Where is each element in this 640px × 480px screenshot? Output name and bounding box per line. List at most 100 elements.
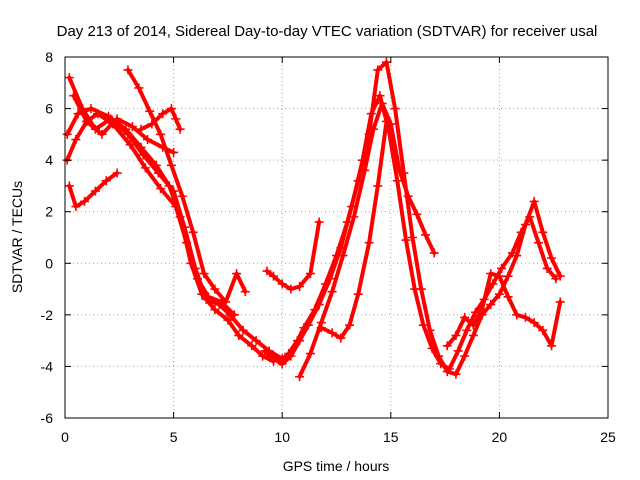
data-point	[145, 106, 155, 116]
data-point	[251, 336, 261, 346]
data-point	[418, 320, 428, 330]
data-point	[134, 83, 144, 93]
data-point	[336, 333, 346, 343]
data-point	[412, 209, 422, 219]
data-point	[62, 129, 72, 139]
data-point	[327, 328, 337, 338]
data-point	[93, 109, 103, 119]
series-trace	[71, 93, 176, 155]
data-point	[147, 119, 157, 129]
series-trace	[67, 171, 120, 209]
data-point	[327, 287, 337, 297]
data-point	[64, 73, 74, 83]
data-point	[153, 168, 163, 178]
series-trace	[65, 111, 237, 317]
data-point	[373, 181, 383, 191]
data-point	[192, 274, 202, 284]
data-point	[223, 315, 233, 325]
data-point	[381, 57, 391, 67]
data-point	[171, 202, 181, 212]
data-point	[494, 271, 504, 281]
data-point	[314, 300, 324, 310]
data-point	[360, 165, 370, 175]
series-arc-7	[136, 104, 185, 134]
data-point	[123, 129, 133, 139]
data-point	[199, 269, 209, 279]
data-point	[305, 349, 315, 359]
data-point	[468, 320, 478, 330]
data-point	[421, 230, 431, 240]
series-arc-6	[69, 91, 179, 157]
data-point	[234, 330, 244, 340]
data-point	[368, 124, 378, 134]
data-point	[127, 122, 137, 132]
series-trace	[269, 60, 563, 377]
data-point	[494, 289, 504, 299]
data-point	[112, 114, 122, 124]
axis-ticks: 0 5 10 15 20 25 -6 -4 -2 0 2 4 6 8	[41, 49, 616, 445]
data-point	[188, 227, 198, 237]
data-point	[503, 292, 513, 302]
data-point	[520, 312, 530, 322]
data-point	[460, 351, 470, 361]
data-point	[238, 325, 248, 335]
data-point	[366, 109, 376, 119]
data-point	[538, 227, 548, 237]
data-point	[269, 271, 279, 281]
data-point	[316, 323, 326, 333]
data-point	[80, 196, 90, 206]
data-point	[468, 330, 478, 340]
data-point	[258, 351, 268, 361]
data-point	[86, 104, 96, 114]
data-point	[169, 147, 179, 157]
data-point	[533, 238, 543, 248]
data-point	[169, 186, 179, 196]
data-point	[71, 202, 81, 212]
data-point	[460, 312, 470, 322]
y-tick-label: 2	[45, 204, 53, 220]
data-point	[392, 176, 402, 186]
data-point	[125, 140, 135, 150]
data-point	[377, 98, 387, 108]
data-point	[175, 124, 185, 134]
data-point	[555, 297, 565, 307]
data-point	[277, 359, 287, 369]
data-point	[210, 284, 220, 294]
data-point	[64, 181, 74, 191]
data-point	[260, 346, 270, 356]
y-tick-label: 4	[45, 152, 53, 168]
data-point	[497, 263, 507, 273]
series-trace	[265, 220, 322, 292]
data-point	[538, 325, 548, 335]
y-tick-label: -4	[41, 358, 54, 374]
data-point	[158, 109, 168, 119]
series-arc-5	[123, 65, 250, 307]
data-point	[453, 346, 463, 356]
data-point	[295, 281, 305, 291]
y-tick-label: -6	[41, 410, 54, 426]
data-point	[547, 341, 557, 351]
series-arc-13	[442, 269, 565, 351]
data-point	[325, 274, 335, 284]
y-tick-label: -2	[41, 307, 54, 323]
y-axis-label: SDTVAR / TECUs	[9, 181, 25, 293]
x-tick-label: 0	[61, 429, 69, 445]
data-point	[229, 310, 239, 320]
data-point	[295, 372, 305, 382]
data-point	[182, 238, 192, 248]
data-point	[112, 168, 122, 178]
data-point	[547, 253, 557, 263]
x-tick-label: 5	[170, 429, 178, 445]
data-point	[373, 65, 383, 75]
data-point	[427, 343, 437, 353]
data-point	[444, 364, 454, 374]
x-tick-label: 25	[600, 429, 616, 445]
data-point	[408, 233, 418, 242]
data-point	[381, 116, 391, 126]
data-point	[507, 248, 517, 258]
data-point	[551, 274, 561, 284]
series-arc-12	[316, 116, 391, 343]
data-point	[436, 359, 446, 369]
series-arc-1	[62, 104, 279, 366]
